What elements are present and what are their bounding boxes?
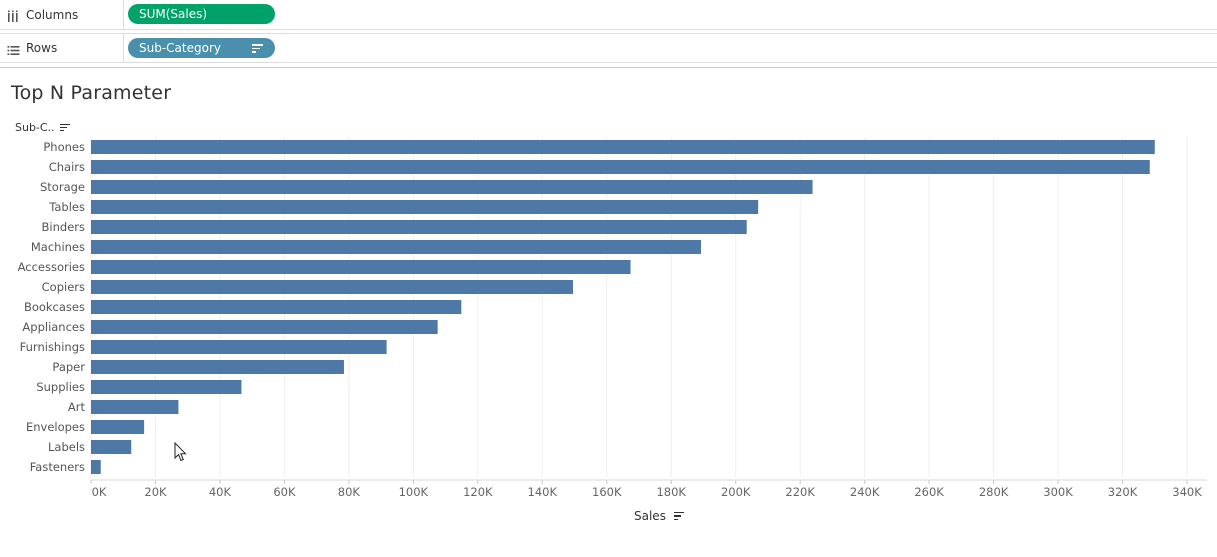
bar-chairs[interactable] [91, 160, 1150, 174]
mouse-cursor-icon [174, 441, 188, 466]
category-label-storage: Storage [40, 180, 85, 194]
category-label-labels: Labels [48, 440, 85, 454]
category-label-furnishings: Furnishings [20, 340, 85, 354]
category-label-accessories: Accessories [18, 260, 85, 274]
x-tick-label: 140K [528, 485, 558, 499]
sub-category-pill[interactable]: Sub-Category [128, 38, 275, 58]
sort-descending-icon[interactable] [252, 44, 263, 53]
bar-storage[interactable] [91, 180, 813, 194]
category-label-paper: Paper [52, 360, 85, 374]
x-tick-label: 40K [209, 485, 232, 499]
bar-binders[interactable] [91, 220, 747, 234]
rows-shelf: Rows Sub-Category [0, 33, 1217, 63]
bar-envelopes[interactable] [91, 420, 145, 434]
columns-icon [7, 8, 20, 22]
worksheet-title: Top N Parameter [11, 82, 172, 104]
rows-shelf-label: Rows [26, 41, 58, 55]
sub-category-pill-label: Sub-Category [139, 41, 221, 55]
bar-tables[interactable] [91, 200, 759, 214]
x-tick-label: 160K [592, 485, 622, 499]
bar-machines[interactable] [91, 240, 702, 254]
category-label-bookcases: Bookcases [24, 300, 85, 314]
x-tick-label: 80K [338, 485, 361, 499]
x-axis-title-label: Sales [634, 509, 666, 523]
bar-labels[interactable] [91, 440, 132, 454]
sort-descending-icon[interactable] [673, 511, 684, 521]
category-labels: Phones Chairs Storage Tables Binders Machines… [18, 140, 86, 474]
bar-appliances[interactable] [91, 320, 438, 334]
category-label-tables: Tables [48, 200, 85, 214]
columns-shelf: Columns SUM(Sales) [0, 0, 1217, 30]
bar-paper[interactable] [91, 360, 344, 374]
x-tick-label: 120K [463, 485, 493, 499]
category-label-fasteners: Fasteners [30, 460, 85, 474]
bar-accessories[interactable] [91, 260, 631, 274]
bar-fasteners[interactable] [91, 460, 101, 474]
bar-phones[interactable] [91, 140, 1155, 154]
x-tick-label: 340K [1172, 485, 1202, 499]
x-tick-label: 100K [399, 485, 429, 499]
category-label-chairs: Chairs [49, 160, 85, 174]
category-label-machines: Machines [31, 240, 85, 254]
category-label-supplies: Supplies [36, 380, 85, 394]
x-axis-title[interactable]: Sales [634, 509, 684, 523]
bar-bookcases[interactable] [91, 300, 462, 314]
category-label-envelopes: Envelopes [26, 420, 85, 434]
sum-sales-pill-label: SUM(Sales) [139, 7, 208, 21]
rows-icon [7, 42, 20, 55]
x-tick-label: 260K [914, 485, 944, 499]
row-field-header[interactable]: Sub-C.. [15, 121, 70, 134]
x-axis: 0K 20K 40K 60K 80K 100K 120K 140K 160K 180K 200K 22… [90, 479, 1207, 499]
x-tick-label: 320K [1108, 485, 1138, 499]
bars [91, 140, 1155, 474]
columns-shelf-label-area: Columns [0, 0, 124, 29]
rows-shelf-label-area: Rows [0, 34, 124, 62]
x-tick-label: 220K [785, 485, 815, 499]
x-tick-label: 180K [656, 485, 686, 499]
bar-art[interactable] [91, 400, 179, 414]
bar-furnishings[interactable] [91, 340, 387, 354]
bar-supplies[interactable] [91, 380, 242, 394]
sort-descending-icon[interactable] [59, 123, 70, 132]
x-tick-label: 240K [850, 485, 880, 499]
category-label-appliances: Appliances [22, 320, 85, 334]
columns-shelf-label: Columns [26, 7, 79, 22]
x-tick-label: 0K [92, 485, 107, 499]
sum-sales-pill[interactable]: SUM(Sales) [128, 4, 275, 24]
x-tick-label: 280K [979, 485, 1009, 499]
x-tick-label: 300K [1043, 485, 1073, 499]
x-tick-label: 200K [721, 485, 751, 499]
category-label-art: Art [68, 400, 86, 414]
category-label-phones: Phones [43, 140, 85, 154]
bar-copiers[interactable] [91, 280, 574, 294]
x-tick-label: 60K [273, 485, 296, 499]
x-tick-label: 20K [144, 485, 167, 499]
shelf-divider [0, 67, 1217, 68]
row-field-header-label: Sub-C.. [15, 121, 55, 134]
category-label-binders: Binders [42, 220, 85, 234]
category-label-copiers: Copiers [42, 280, 85, 294]
